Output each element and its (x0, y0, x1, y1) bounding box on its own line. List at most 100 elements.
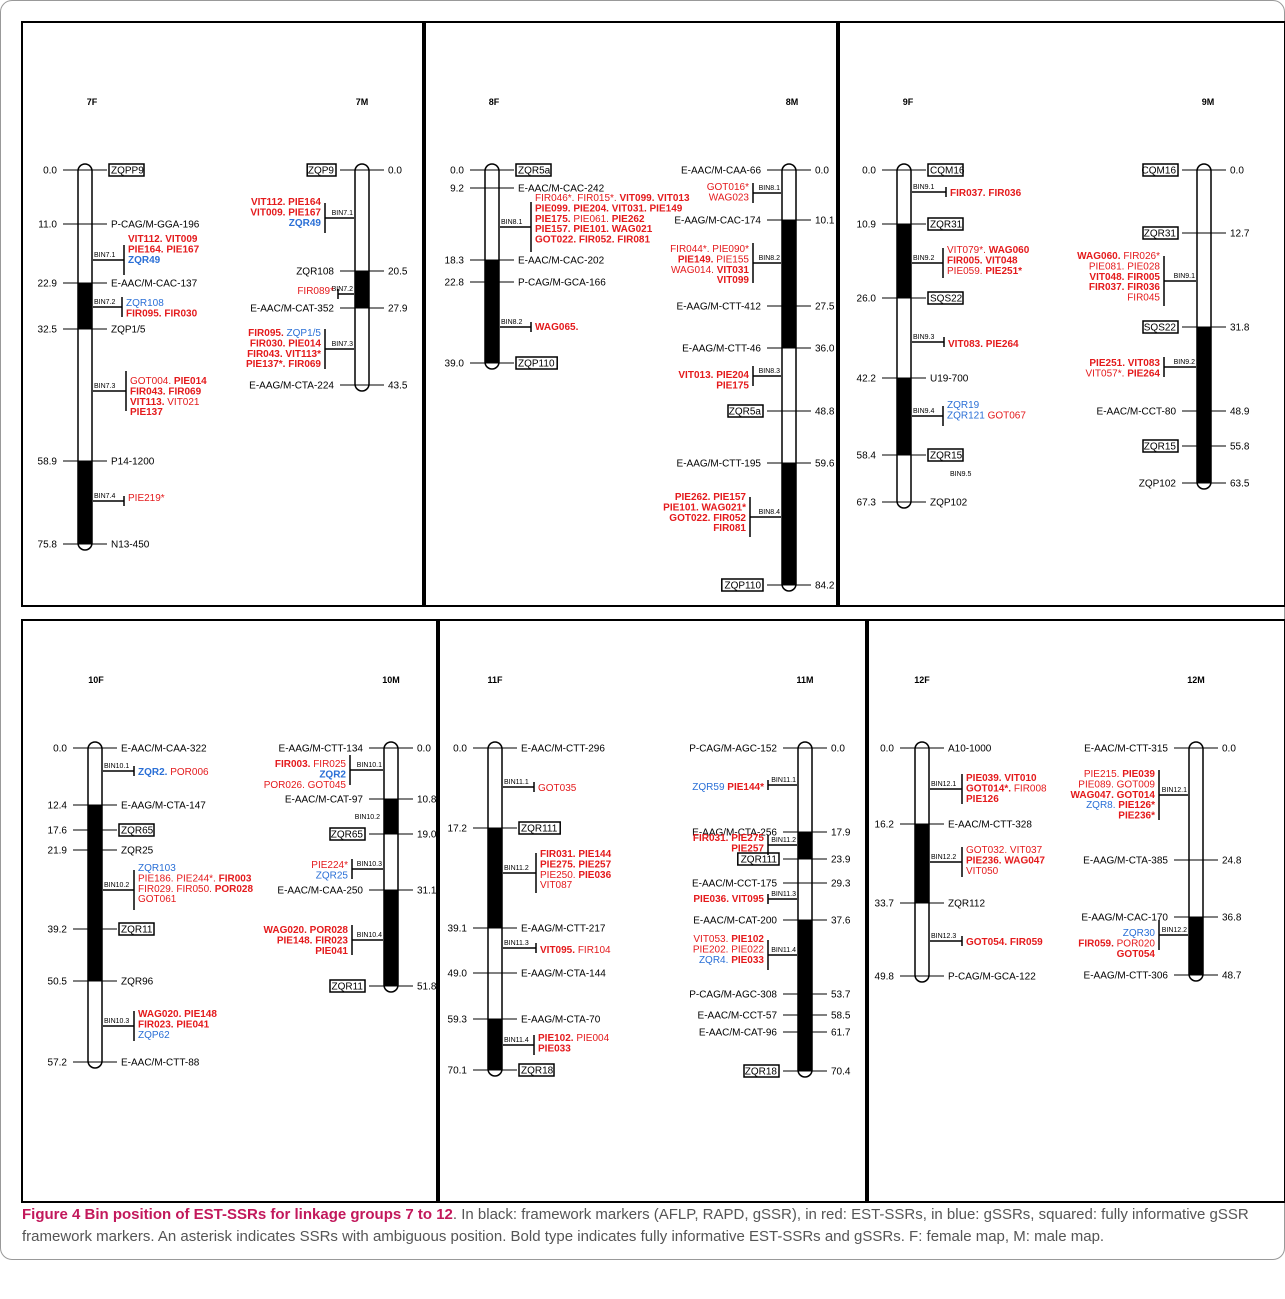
est-ssr-marker: POR028 (215, 884, 254, 895)
est-ssr-marker: GOT022. FIR052 (669, 513, 746, 524)
est-ssr-marker: VIT083. PIE264 (948, 339, 1019, 350)
marker-name: E-AAC/M-CAT-352 (250, 304, 334, 315)
bin-marker-line: PIE099. PIE204. VIT031. PIE149 (535, 203, 683, 214)
marker-box (1142, 226, 1179, 240)
bin-marker-line: WAG060. FIR026* (1077, 251, 1160, 262)
bin-marker-line: PIE202. PIE022 (693, 944, 765, 955)
est-ssr-marker: PIE215. (1084, 769, 1122, 780)
chromosome-10F: 10F 0.0 E-AAC/M-CAA-322 12.4 E-AAG/M-CTA-147… (48, 675, 253, 1069)
bin-marker-line: GOT004. PIE014 (130, 376, 207, 387)
bin-marker-line: PIE089. GOT009 (1078, 779, 1155, 790)
bin-label: BIN11.1 (504, 779, 529, 786)
bin-label: BIN7.2 (332, 286, 354, 293)
bin-marker-line: ZQP62 (138, 1030, 170, 1041)
bin-marker-line: FIR037. FIR036 (1089, 282, 1161, 293)
marker-box (1142, 439, 1179, 453)
bin-marker-line: PIE262. PIE157 (675, 492, 747, 503)
est-ssr-marker: PIE033 (538, 1043, 571, 1054)
est-ssr-marker: VIT009. PIE167 (250, 207, 321, 218)
marker-position: 59.3 (448, 1015, 468, 1026)
marker-box (518, 1063, 555, 1077)
marker-name: ZQR11 (332, 982, 364, 993)
bin-marker-line: PIE186. PIE244*. FIR003 (138, 873, 252, 884)
marker-position: 17.6 (48, 826, 68, 837)
bin-label: BIN10.2 (104, 882, 129, 889)
marker-name: N13-450 (111, 540, 150, 551)
chromosome-segment (897, 224, 911, 298)
est-ssr-marker: PIE164. PIE167 (128, 244, 200, 255)
marker-position: 0.0 (1222, 744, 1236, 755)
bin-label: BIN7.1 (332, 210, 354, 217)
bin-BIN9.5: BIN9.5 (950, 471, 972, 478)
bin-label: BIN12.3 (931, 933, 956, 940)
bin-BIN10.1: BIN10.1 ZQR2. POR006 (103, 763, 209, 778)
marker-box (737, 852, 780, 866)
bin-label: BIN9.1 (1174, 273, 1196, 280)
bin-marker-line: FIR081 (713, 523, 746, 534)
est-ssr-marker: FIR023. PIE041 (138, 1019, 210, 1030)
marker-name: E-AAG/M-CTT-306 (1084, 971, 1169, 982)
chromosome-title: 7M (356, 97, 369, 107)
bin-label: BIN9.4 (913, 408, 935, 415)
bin-marker-line: PIE175. PIE061. PIE262 (535, 214, 645, 225)
est-ssr-marker: FIR031. PIE144 (540, 849, 612, 860)
bin-marker-line: FIR043. FIR069 (130, 386, 202, 397)
marker-name: E-AAG/M-CTT-46 (682, 344, 761, 355)
bin-marker-line: FIR005. VIT048 (947, 255, 1018, 266)
marker-box (1142, 320, 1179, 334)
bin-marker-line: VIT079*. WAG060 (947, 245, 1030, 256)
est-ssr-marker: PIE251* (985, 266, 1022, 277)
est-ssr-marker: GOT035 (538, 783, 577, 794)
est-ssr-marker: FIR089* (297, 286, 334, 297)
bin-marker-line: PIE175 (716, 380, 749, 391)
bin-marker-line: WAG047. GOT014 (1071, 790, 1156, 801)
marker-name: ZQR25 (121, 846, 154, 857)
marker-position: 42.2 (857, 374, 877, 385)
bin-marker-line: VIT048. FIR005 (1089, 272, 1160, 283)
est-ssr-marker: FIR029. FIR050. (138, 884, 215, 895)
bin-label: BIN9.2 (1174, 359, 1196, 366)
est-ssr-marker: FIR095. FIR030 (126, 308, 198, 319)
marker-position: 48.9 (1230, 407, 1250, 418)
marker-name: ZQR111 (741, 855, 778, 866)
marker-position: 9.2 (450, 184, 464, 195)
marker-name: E-AAC/M-CTT-328 (948, 820, 1032, 831)
bin-marker-line: PIE039. VIT010 (966, 773, 1037, 784)
marker-name: E-AAG/M-CTT-412 (677, 302, 762, 313)
marker-name: E-AAG/M-CAC-174 (674, 216, 761, 227)
bin-marker-line: ZQR19 (947, 400, 980, 411)
chromosome-12M: 12M 0.0 E-AAC/M-CTT-315 24.8 E-AAG/M-CTA-385… (1071, 675, 1242, 982)
marker-name: E-AAC/M-CTT-296 (521, 744, 605, 755)
est-ssr-marker: PIE175. (535, 214, 573, 225)
est-ssr-marker: PIE157. PIE101. WAG021 (535, 224, 653, 235)
marker-position: 0.0 (831, 744, 845, 755)
bin-marker-line: GOT054 (1117, 949, 1156, 960)
marker-position: 0.0 (53, 744, 67, 755)
bin-marker-line: ZQR2 (319, 769, 346, 780)
marker-name: ZQR112 (948, 899, 985, 910)
bin-marker-line: PIE157. PIE101. WAG021 (535, 224, 653, 235)
bin-label: BIN8.2 (501, 319, 523, 326)
bin-label: BIN12.1 (931, 781, 956, 788)
marker-position: 10.9 (857, 220, 877, 231)
bin-marker-line: PIE250. PIE036 (540, 870, 612, 881)
bin-label: BIN10.3 (357, 861, 382, 868)
bin-marker-line: GOT022. FIR052. FIR081 (535, 235, 650, 246)
bin-label: BIN8.2 (759, 255, 781, 262)
bin-marker-line: FIR029. FIR050. POR028 (138, 884, 253, 895)
est-ssr-marker: FIR045 (1127, 293, 1160, 304)
bin-marker-line: GOT022. FIR052 (669, 513, 746, 524)
bin-marker-line: PIE257 (731, 843, 764, 854)
est-ssr-marker: VIT079*. (947, 245, 989, 256)
bin-BIN10.2: BIN10.2 (355, 814, 380, 821)
bin-marker-line: FIR043. VIT113* (247, 349, 321, 360)
marker-position: 49.0 (448, 969, 468, 980)
est-ssr-marker: PIE036 (578, 870, 611, 881)
bin-label: BIN8.4 (759, 509, 781, 516)
marker-box (329, 827, 366, 841)
